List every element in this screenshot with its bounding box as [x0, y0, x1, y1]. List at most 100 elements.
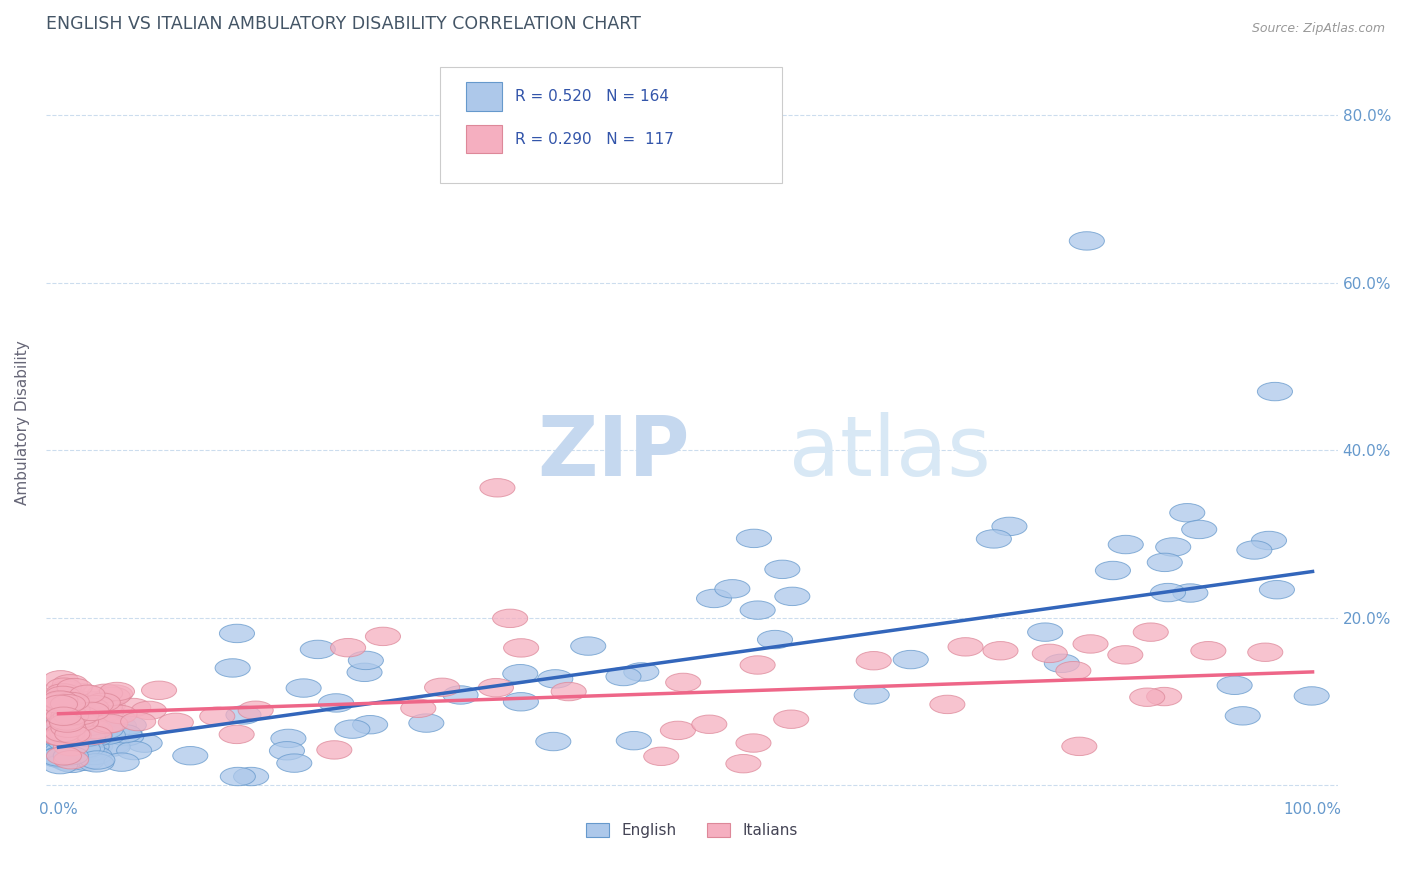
Ellipse shape — [48, 692, 83, 711]
Ellipse shape — [52, 747, 87, 764]
Ellipse shape — [56, 720, 91, 739]
Ellipse shape — [66, 723, 101, 742]
Ellipse shape — [53, 747, 89, 765]
Ellipse shape — [49, 734, 84, 753]
Ellipse shape — [66, 714, 101, 732]
Ellipse shape — [58, 740, 93, 758]
Ellipse shape — [46, 684, 80, 702]
Ellipse shape — [1129, 688, 1164, 706]
Ellipse shape — [62, 714, 97, 733]
Ellipse shape — [75, 723, 110, 741]
Ellipse shape — [537, 670, 572, 688]
Ellipse shape — [46, 707, 82, 725]
Ellipse shape — [714, 580, 749, 598]
Ellipse shape — [42, 728, 77, 746]
Ellipse shape — [330, 639, 366, 657]
Ellipse shape — [1218, 676, 1253, 695]
Ellipse shape — [100, 682, 135, 701]
Ellipse shape — [117, 741, 152, 760]
Ellipse shape — [58, 679, 93, 697]
Ellipse shape — [75, 702, 110, 721]
Text: Source: ZipAtlas.com: Source: ZipAtlas.com — [1251, 22, 1385, 36]
Ellipse shape — [49, 731, 84, 749]
Ellipse shape — [221, 767, 256, 786]
Ellipse shape — [56, 747, 91, 766]
Ellipse shape — [96, 735, 131, 754]
Ellipse shape — [409, 714, 444, 732]
Ellipse shape — [316, 740, 352, 759]
Ellipse shape — [60, 694, 96, 712]
Ellipse shape — [60, 701, 96, 720]
Ellipse shape — [665, 673, 700, 691]
Ellipse shape — [1045, 654, 1080, 673]
Ellipse shape — [42, 723, 77, 741]
Text: ZIP: ZIP — [537, 412, 689, 493]
Ellipse shape — [63, 713, 98, 731]
Ellipse shape — [70, 725, 105, 743]
Ellipse shape — [56, 740, 91, 759]
Ellipse shape — [51, 753, 86, 771]
Ellipse shape — [46, 733, 82, 752]
Ellipse shape — [55, 736, 90, 754]
Ellipse shape — [73, 717, 108, 735]
Ellipse shape — [44, 730, 79, 747]
Ellipse shape — [83, 723, 118, 742]
Ellipse shape — [56, 707, 91, 726]
Ellipse shape — [443, 686, 478, 704]
Ellipse shape — [46, 717, 82, 736]
Ellipse shape — [96, 687, 131, 706]
Ellipse shape — [48, 727, 83, 746]
Ellipse shape — [51, 695, 86, 713]
Ellipse shape — [45, 736, 80, 755]
Ellipse shape — [53, 701, 89, 720]
Ellipse shape — [45, 689, 80, 707]
Ellipse shape — [347, 663, 382, 681]
Ellipse shape — [401, 699, 436, 717]
Legend: English, Italians: English, Italians — [578, 815, 806, 846]
Ellipse shape — [49, 687, 84, 706]
Ellipse shape — [503, 639, 538, 657]
Ellipse shape — [51, 692, 86, 711]
Ellipse shape — [1170, 504, 1205, 522]
Ellipse shape — [200, 707, 235, 725]
Ellipse shape — [67, 708, 103, 727]
Ellipse shape — [1070, 232, 1104, 250]
Ellipse shape — [1156, 538, 1191, 556]
Ellipse shape — [976, 530, 1011, 548]
Ellipse shape — [893, 650, 928, 669]
Ellipse shape — [219, 725, 254, 744]
Ellipse shape — [41, 749, 76, 767]
Ellipse shape — [79, 696, 114, 714]
Ellipse shape — [45, 716, 80, 734]
Ellipse shape — [740, 656, 775, 674]
Ellipse shape — [51, 727, 86, 746]
Ellipse shape — [53, 738, 89, 756]
Ellipse shape — [42, 727, 77, 746]
Ellipse shape — [735, 734, 770, 752]
Ellipse shape — [55, 728, 90, 747]
Ellipse shape — [551, 682, 586, 701]
Ellipse shape — [58, 732, 93, 750]
Ellipse shape — [53, 733, 89, 752]
Ellipse shape — [856, 651, 891, 670]
Ellipse shape — [49, 681, 84, 699]
Ellipse shape — [1173, 583, 1208, 602]
Ellipse shape — [53, 746, 89, 764]
Ellipse shape — [46, 708, 82, 727]
Ellipse shape — [616, 731, 651, 750]
Ellipse shape — [52, 690, 86, 708]
Ellipse shape — [53, 736, 89, 755]
Ellipse shape — [62, 745, 97, 764]
Ellipse shape — [775, 587, 810, 606]
Ellipse shape — [1225, 706, 1260, 725]
Ellipse shape — [46, 699, 82, 718]
Ellipse shape — [1181, 520, 1216, 539]
Ellipse shape — [45, 686, 80, 705]
Ellipse shape — [692, 715, 727, 733]
Ellipse shape — [270, 741, 305, 760]
Ellipse shape — [72, 710, 107, 728]
Ellipse shape — [69, 739, 104, 757]
Text: atlas: atlas — [789, 412, 990, 493]
Ellipse shape — [46, 731, 82, 749]
Ellipse shape — [87, 684, 122, 703]
